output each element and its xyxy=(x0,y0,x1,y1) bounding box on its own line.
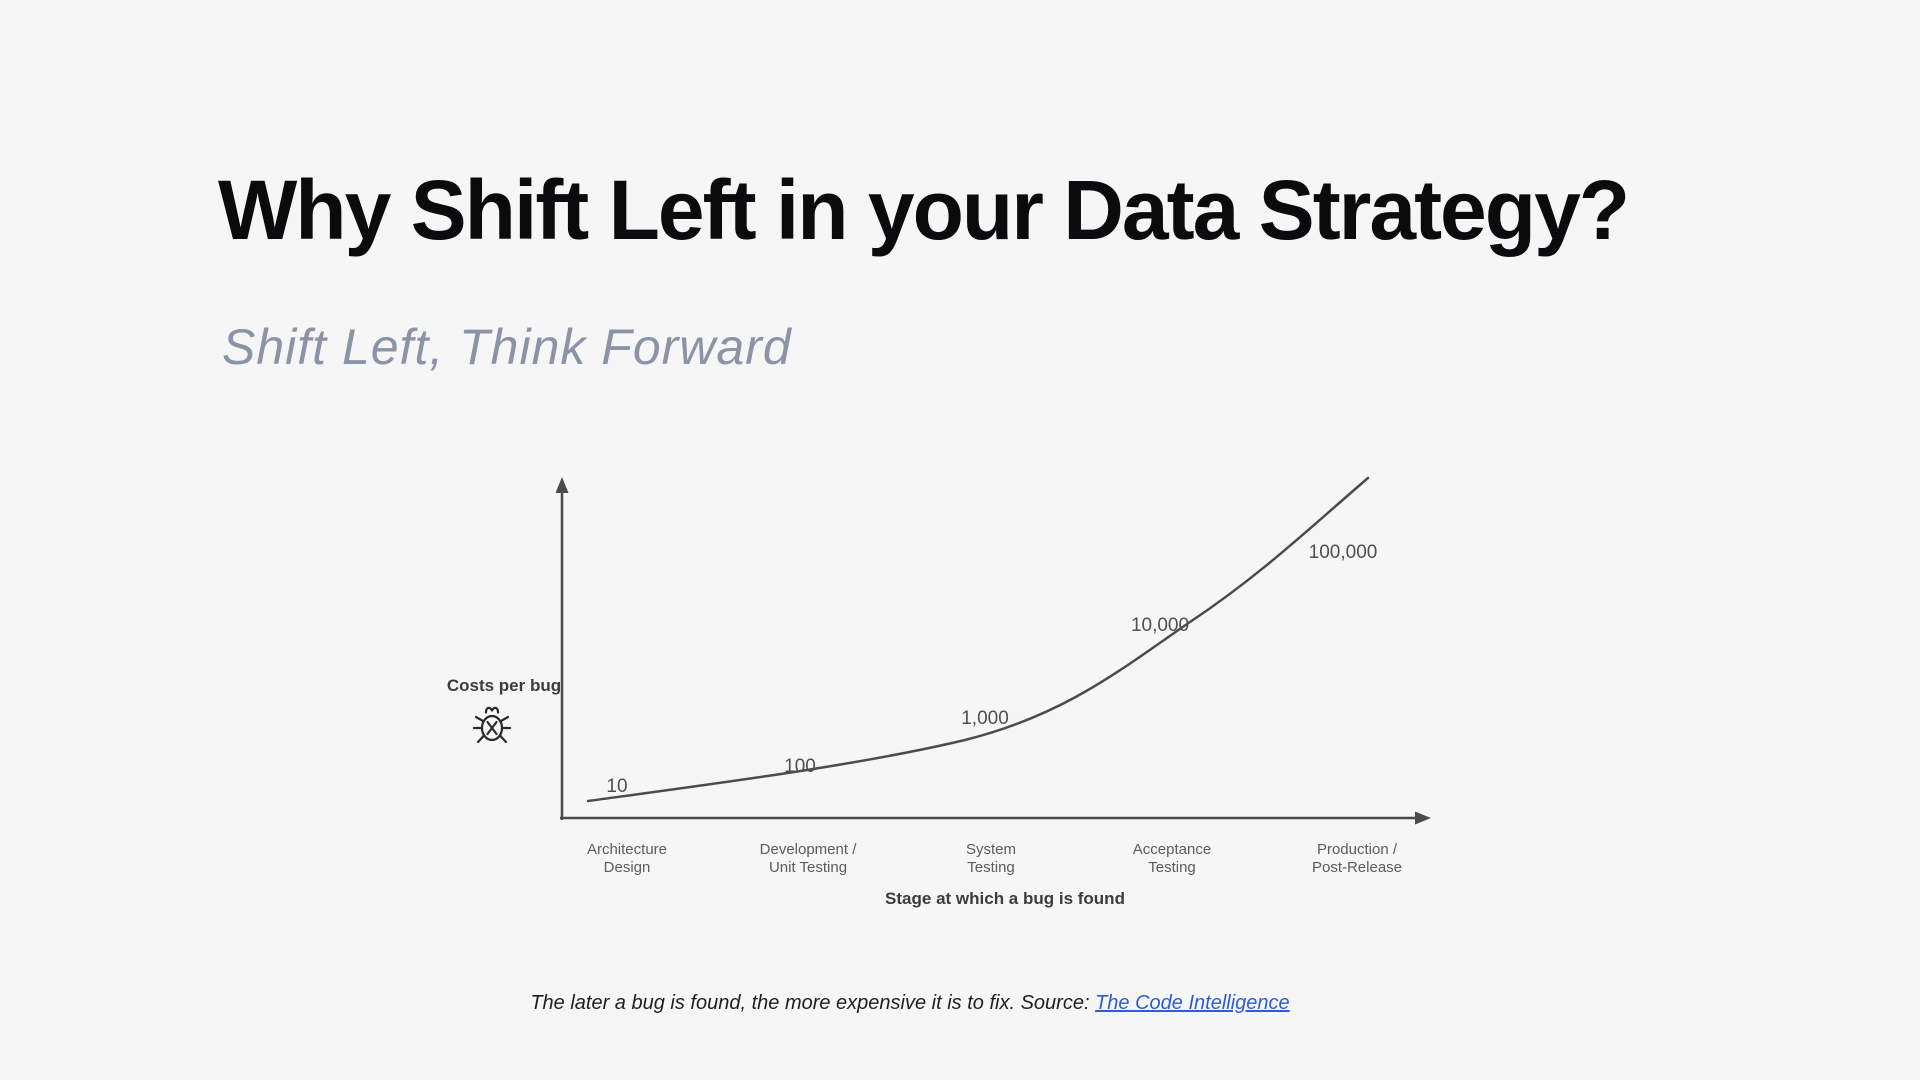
x-axis-title: Stage at which a bug is found xyxy=(885,889,1125,908)
stage-label-architecture-line2: Design xyxy=(604,859,651,876)
source-link[interactable]: The Code Intelligence xyxy=(1095,992,1290,1014)
stage-label-development-line1: Development / xyxy=(760,841,858,858)
caption-text: The later a bug is found, the more expen… xyxy=(530,992,1096,1014)
stage-label-production-line2: Post-Release xyxy=(1312,859,1402,876)
point-label-100: 100 xyxy=(784,756,816,777)
stage-label-acceptance-line2: Testing xyxy=(1148,859,1196,876)
chart-caption: The later a bug is found, the more expen… xyxy=(420,992,1400,1015)
page-title: Why Shift Left in your Data Strategy? xyxy=(218,163,1630,257)
page-subtitle: Shift Left, Think Forward xyxy=(222,319,792,375)
stage-label-acceptance-line1: Acceptance xyxy=(1133,841,1211,858)
bug-icon xyxy=(472,706,512,744)
x-axis-tick-labels: Architecture Design Development / Unit T… xyxy=(587,841,1402,876)
y-axis-label: Costs per bug xyxy=(447,676,561,695)
y-axis-arrow-icon xyxy=(555,477,569,493)
stage-label-system-line1: System xyxy=(966,841,1016,858)
point-label-10000: 10,000 xyxy=(1131,615,1189,636)
stage-label-system-line2: Testing xyxy=(967,859,1015,876)
stage-label-production-line1: Production / xyxy=(1317,841,1398,858)
point-label-100000: 100,000 xyxy=(1309,542,1378,563)
cost-per-bug-chart: 10 100 1,000 10,000 100,000 Costs per bu… xyxy=(447,476,1431,908)
stage-label-architecture-line1: Architecture xyxy=(587,841,667,858)
point-label-10: 10 xyxy=(606,776,627,797)
stage-label-development-line2: Unit Testing xyxy=(769,859,847,876)
cost-curve xyxy=(586,476,1370,803)
x-axis-arrow-icon xyxy=(1415,811,1431,825)
point-label-1000: 1,000 xyxy=(961,708,1009,729)
